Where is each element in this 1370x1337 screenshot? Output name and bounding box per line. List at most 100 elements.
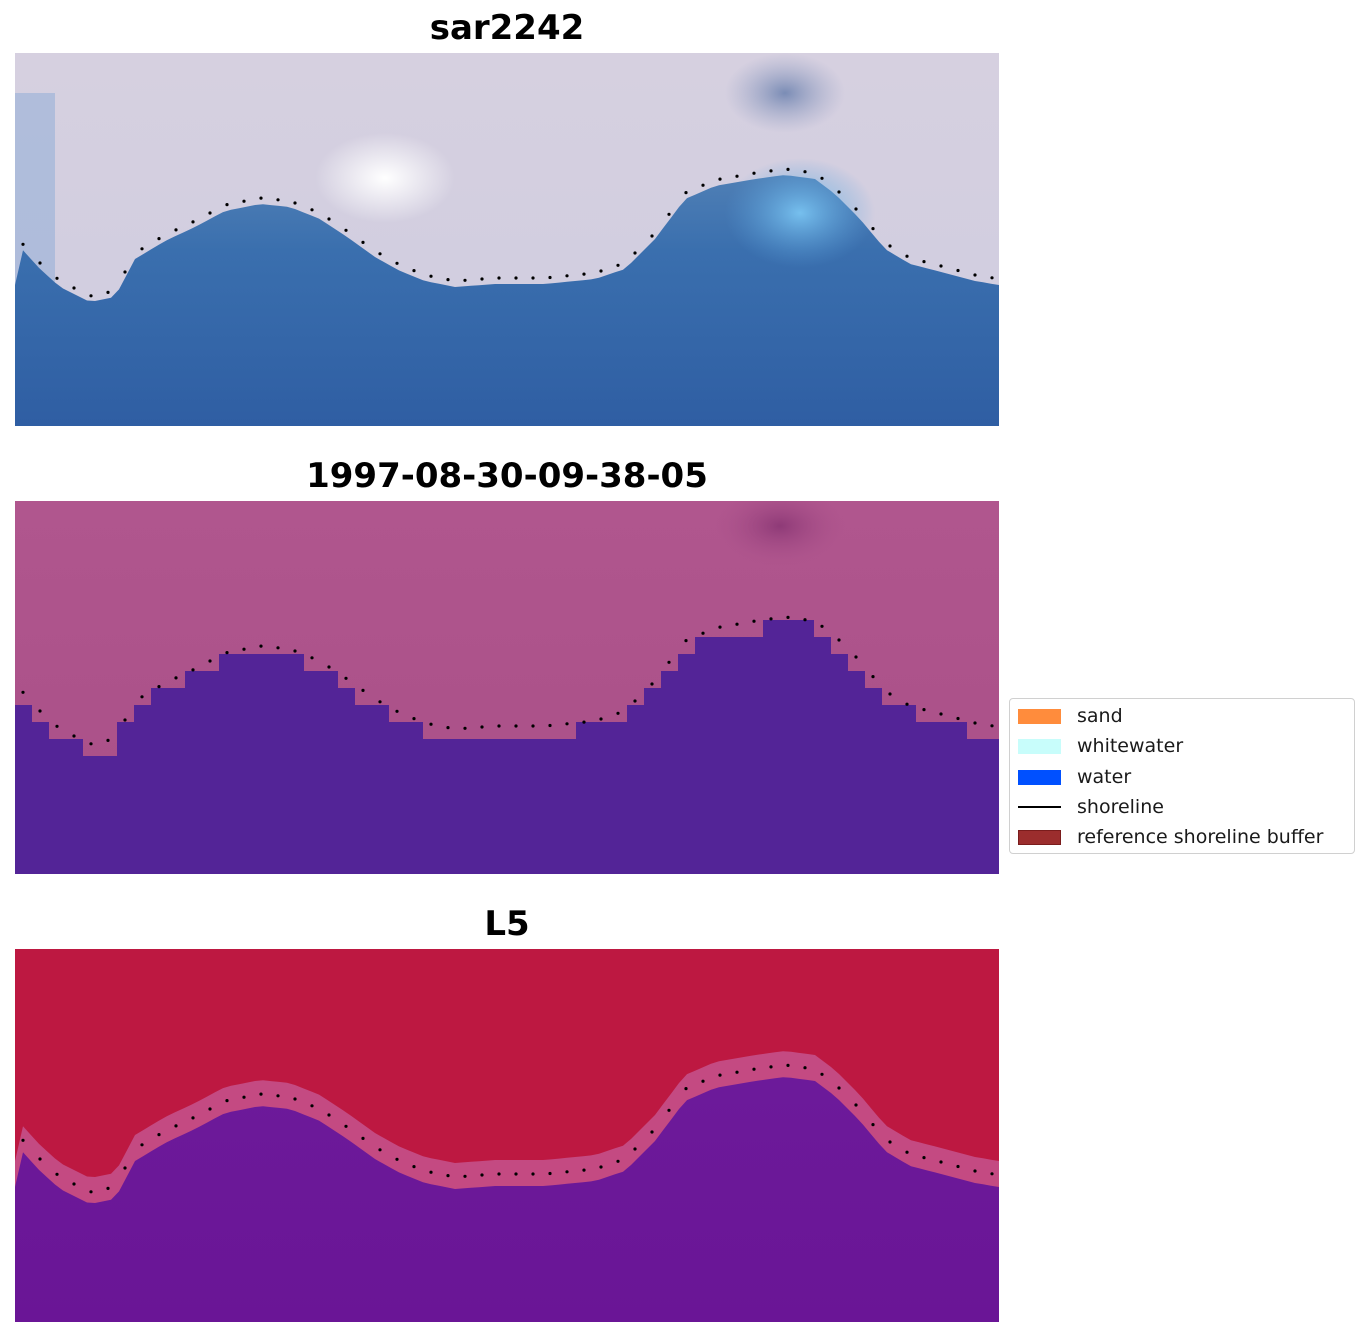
shoreline-dot	[769, 1065, 773, 1069]
shoreline-dot	[684, 639, 688, 643]
shoreline-dot	[378, 1148, 382, 1152]
shoreline-dot	[616, 711, 620, 715]
shoreline-dot	[718, 1073, 722, 1077]
shoreline-dot	[191, 1116, 195, 1120]
shoreline-dot	[378, 252, 382, 256]
shoreline-dot	[259, 644, 263, 648]
shoreline-dot	[786, 1063, 790, 1067]
shoreline-dot	[786, 615, 790, 619]
panel-title-sar2242: sar2242	[429, 8, 585, 48]
shoreline-dot	[225, 203, 229, 207]
shoreline-dot	[650, 234, 654, 238]
shoreline-dot	[140, 695, 144, 699]
shoreline-dot	[548, 1171, 552, 1176]
shoreline-dot	[157, 685, 161, 689]
shoreline-dot	[276, 646, 280, 650]
shoreline-dot	[820, 624, 824, 628]
shoreline-dot	[208, 659, 212, 663]
shoreline-dot	[871, 675, 875, 679]
shoreline-dot	[735, 174, 739, 178]
shoreline-dot	[582, 720, 586, 724]
shoreline-dot	[21, 690, 25, 694]
shoreline-dot	[599, 717, 603, 721]
shoreline-dot	[888, 692, 892, 696]
shoreline-dots	[21, 1063, 994, 1194]
shoreline-dot	[242, 647, 246, 651]
shoreline-dot	[276, 198, 280, 202]
shoreline-dot	[650, 682, 654, 686]
shoreline-dot	[21, 1138, 25, 1142]
shoreline-dot	[123, 1166, 127, 1170]
shoreline-dot	[412, 269, 416, 273]
shoreline-dot	[174, 676, 178, 680]
shoreline-dot	[55, 1172, 59, 1176]
shoreline-dot	[225, 1099, 229, 1103]
rgb-raster	[15, 53, 999, 426]
whitewater-swatch	[1018, 738, 1061, 754]
shoreline-dot	[820, 1072, 824, 1076]
shoreline-dot	[395, 709, 399, 713]
shoreline-dot	[174, 1124, 178, 1128]
shoreline-dot	[871, 227, 875, 231]
shoreline-dot	[429, 722, 433, 726]
shoreline-dot	[599, 1165, 603, 1169]
shoreline-dot	[548, 275, 552, 280]
shoreline-dot	[803, 618, 807, 622]
shoreline-dot	[208, 1107, 212, 1111]
shoreline-dot	[463, 278, 467, 282]
shoreline-dot	[89, 294, 93, 298]
reference-buffer-swatch	[1018, 829, 1061, 845]
shoreline-dot	[344, 228, 348, 232]
shoreline-dot	[633, 251, 637, 255]
shoreline-dot	[752, 171, 756, 175]
shoreline-dot	[854, 1103, 858, 1107]
classified-image-panel	[15, 501, 999, 874]
shoreline-dot	[89, 742, 93, 746]
shoreline-dot	[514, 724, 518, 728]
shoreline-dot	[905, 1150, 909, 1154]
shoreline-dot	[208, 211, 212, 215]
shoreline-dot	[259, 1092, 263, 1096]
shoreline-dot	[837, 190, 841, 194]
legend-item-shoreline: shoreline	[1018, 795, 1164, 819]
shoreline-dots	[21, 167, 994, 298]
shoreline-dot	[956, 716, 960, 721]
legend-item-water: water	[1018, 765, 1131, 789]
shoreline-dot	[973, 273, 977, 277]
shoreline-dot	[259, 196, 263, 200]
shoreline-dot	[684, 191, 688, 195]
shoreline-dot	[89, 1190, 93, 1194]
shoreline-dot	[990, 724, 994, 728]
shoreline-dot	[905, 702, 909, 706]
legend-label: shoreline	[1077, 796, 1164, 818]
shoreline-dot	[157, 1133, 161, 1137]
legend-item-reference-buffer: reference shoreline buffer	[1018, 825, 1323, 849]
shoreline-dot	[412, 717, 416, 721]
shoreline-dot	[225, 651, 229, 655]
shoreline-dot	[293, 201, 297, 205]
shoreline-dot	[361, 240, 365, 244]
shoreline-dot	[939, 1160, 943, 1164]
shoreline-dot	[514, 276, 518, 280]
shoreline-dot	[701, 1079, 705, 1083]
probability-image-panel	[15, 949, 999, 1322]
shoreline-dot	[565, 1170, 569, 1174]
shoreline-dot	[667, 660, 671, 664]
shoreline-dot	[310, 656, 314, 660]
shoreline-dot	[888, 244, 892, 248]
shoreline-dot	[72, 734, 76, 738]
shoreline-dot	[565, 274, 569, 278]
shoreline-dot	[38, 261, 42, 265]
shoreline-dot	[361, 1136, 365, 1140]
shoreline-dot	[378, 700, 382, 704]
shoreline-dot	[123, 718, 127, 722]
shoreline-dot	[327, 217, 331, 221]
shoreline-dot	[55, 724, 59, 728]
shoreline-dot	[242, 199, 246, 203]
shoreline-dot	[599, 269, 603, 273]
shoreline-dot	[106, 1186, 110, 1190]
shoreline-dot	[752, 1067, 756, 1071]
shoreline-dot	[769, 617, 773, 621]
shoreline-dot	[463, 726, 467, 730]
shoreline-dot	[735, 1070, 739, 1074]
